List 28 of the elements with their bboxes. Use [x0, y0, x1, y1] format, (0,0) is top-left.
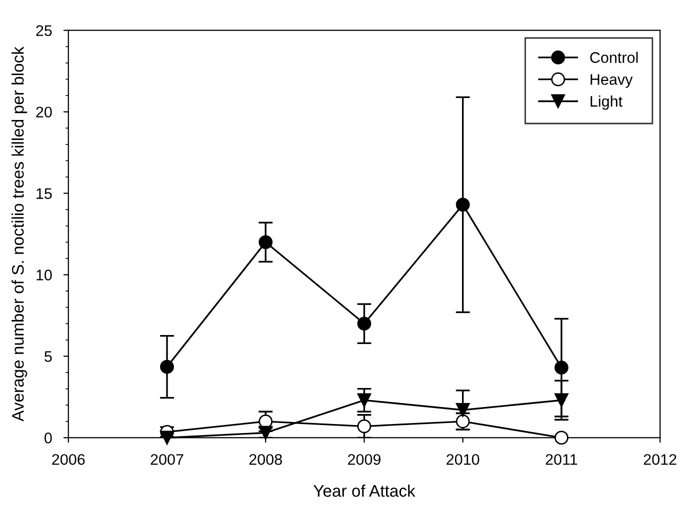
x-tick-label: 2012	[644, 454, 676, 465]
point	[357, 316, 372, 331]
x-axis-title: Year of Attack	[313, 484, 416, 497]
point	[160, 360, 174, 374]
x-tick-label: 2010	[446, 454, 480, 465]
point	[357, 393, 372, 408]
x-tick-label: 2011	[546, 454, 578, 465]
y-tick-label: 5	[44, 351, 52, 362]
y-axis-title: Average number of S. noctilio trees killed per block	[12, 46, 28, 422]
x-tick-label: 2008	[249, 454, 282, 465]
y-tick-label: 15	[36, 188, 52, 199]
x-tick-label: 2007	[150, 454, 184, 465]
legend-label: Heavy	[590, 74, 633, 88]
point	[456, 198, 470, 212]
y-tick-label: 10	[36, 270, 52, 280]
point	[554, 430, 568, 445]
y-tick-label: 25	[36, 25, 52, 36]
legend-label: Light	[590, 96, 622, 110]
x-tick-label: 2009	[348, 454, 380, 465]
point	[357, 419, 372, 434]
point	[456, 403, 470, 417]
point	[554, 393, 568, 408]
x-tick-label: 2006	[52, 454, 85, 465]
y-tick-label: 20	[36, 106, 52, 118]
point	[554, 360, 568, 375]
y-tick-label: 0	[44, 432, 52, 444]
point	[258, 235, 273, 250]
legend-label: Control	[590, 52, 638, 63]
